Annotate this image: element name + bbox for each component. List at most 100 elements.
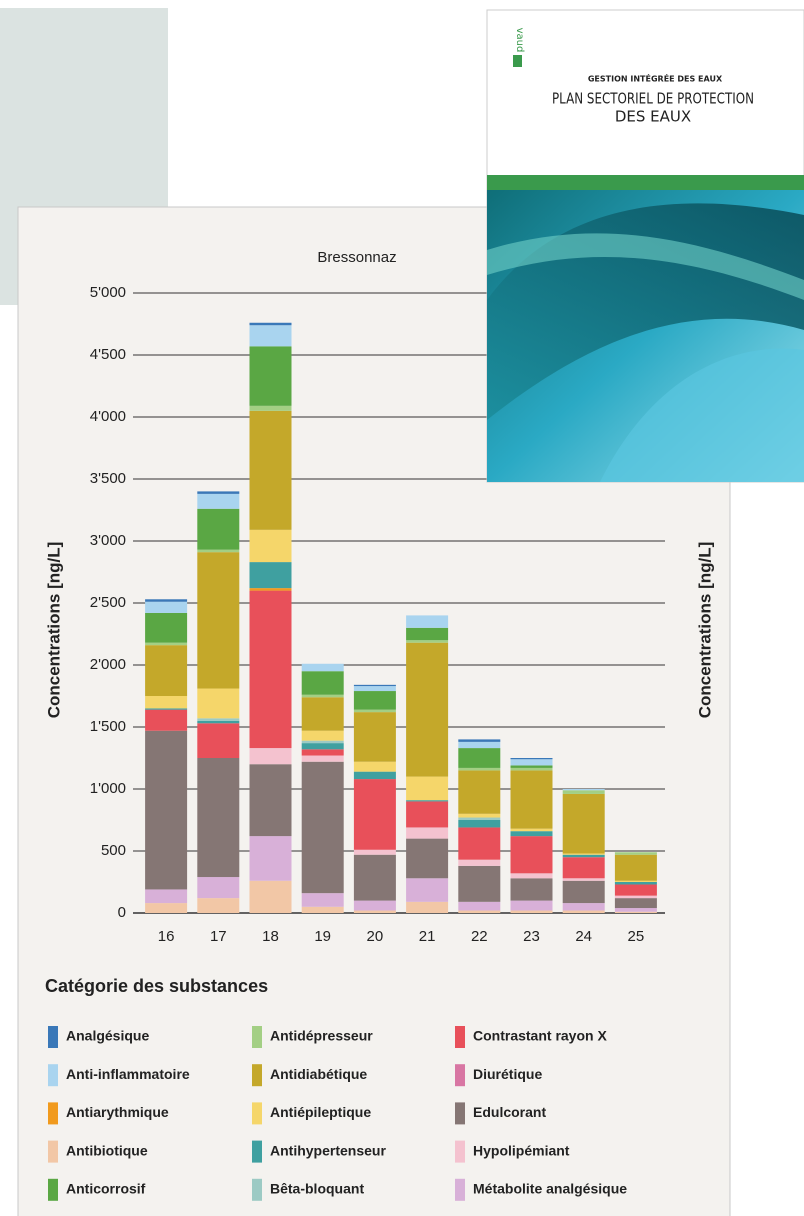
chart: Bressonnaz Concentrations [ng/L] Concent… <box>0 0 804 1216</box>
legend-label: Antibiotique <box>66 1142 148 1158</box>
bar-segment <box>302 741 344 743</box>
cover: vaud GESTION INTÉGRÉE DES EAUX PLAN SECT… <box>487 10 804 482</box>
bar-segment <box>302 749 344 755</box>
legend-label: Antidépresseur <box>270 1028 373 1044</box>
y-tick-label: 1'000 <box>90 780 126 797</box>
bar-segment <box>511 878 553 900</box>
legend-label: Antiépileptique <box>270 1104 371 1120</box>
bar-segment <box>354 762 396 772</box>
bar-segment <box>250 562 292 588</box>
bar-segment <box>458 860 500 866</box>
legend-label: Analgésique <box>66 1028 149 1044</box>
bar-segment <box>354 772 396 779</box>
bar-segment <box>145 889 187 903</box>
bar-segment <box>354 686 396 691</box>
x-tick-label: 25 <box>628 928 645 945</box>
legend-label: Antidiabétique <box>270 1066 367 1082</box>
y-tick-label: 3'000 <box>90 532 126 549</box>
bar-segment <box>511 829 553 831</box>
bar-segment <box>563 855 605 857</box>
bar-segment <box>145 731 187 890</box>
bar-segment <box>406 839 448 879</box>
y-tick-label: 3'500 <box>90 470 126 487</box>
bar-segment <box>458 902 500 911</box>
bar-segment <box>302 893 344 907</box>
bar-segment <box>615 898 657 908</box>
cover-band <box>487 175 804 190</box>
bar-segment <box>145 696 187 708</box>
bar-segment <box>511 770 553 828</box>
bar-segment <box>197 689 239 719</box>
bar-segment <box>511 758 553 759</box>
page: Bressonnaz Concentrations [ng/L] Concent… <box>0 0 804 1216</box>
bar-segment <box>145 710 187 731</box>
bar-segment <box>458 739 500 741</box>
bar-segment <box>563 903 605 910</box>
bar-segment <box>302 697 344 730</box>
bar-segment <box>197 491 239 493</box>
bar-segment <box>563 857 605 878</box>
bar-segment <box>354 691 396 710</box>
bar-segment <box>615 912 657 913</box>
legend-label: Anti-inflammatoire <box>66 1066 190 1082</box>
legend-label: Bêta-bloquant <box>270 1181 364 1197</box>
bar-segment <box>145 903 187 913</box>
bar-segment <box>406 777 448 801</box>
bar-segment <box>145 602 187 613</box>
bar-segment <box>511 873 553 878</box>
legend-swatch <box>455 1026 465 1048</box>
bar-segment <box>250 323 292 325</box>
legend-swatch <box>48 1141 58 1163</box>
bar-segment <box>511 911 553 913</box>
bar-segment <box>145 645 187 696</box>
legend-label: Diurétique <box>473 1066 542 1082</box>
bar-segment <box>354 901 396 911</box>
x-tick-label: 22 <box>471 928 488 945</box>
bar-segment <box>197 550 239 552</box>
bar-segment <box>302 762 344 893</box>
bar-segment <box>615 884 657 895</box>
legend-swatch <box>48 1102 58 1124</box>
cover-title: PLAN SECTORIEL DE PROTECTION <box>552 90 754 108</box>
bar-segment <box>197 898 239 913</box>
y-tick-label: 0 <box>118 904 126 921</box>
y-tick-label: 4'000 <box>90 408 126 425</box>
bar-segment <box>458 820 500 827</box>
bar-segment <box>511 759 553 765</box>
legend-swatch <box>48 1026 58 1048</box>
legend-swatch <box>252 1141 262 1163</box>
legend-title: Catégorie des substances <box>45 976 268 996</box>
y-axis-label: Concentrations [ng/L] <box>44 542 63 719</box>
bar-segment <box>563 794 605 854</box>
y-tick-label: 500 <box>101 842 126 859</box>
bar-segment <box>354 685 396 686</box>
legend-label: Antihypertenseur <box>270 1142 386 1158</box>
bar-segment <box>197 552 239 688</box>
bar-segment <box>511 768 553 770</box>
bar-segment <box>145 613 187 643</box>
bar-segment <box>145 599 187 601</box>
bar-segment <box>563 790 605 794</box>
bar-segment <box>458 768 500 770</box>
bar-segment <box>354 710 396 712</box>
cover-kicker: GESTION INTÉGRÉE DES EAUX <box>588 73 723 84</box>
x-tick-label: 21 <box>419 928 436 945</box>
legend-swatch <box>455 1179 465 1201</box>
bar-segment <box>302 695 344 697</box>
bar-segment <box>302 671 344 695</box>
bar-segment <box>511 836 553 873</box>
bar-segment <box>197 509 239 550</box>
bar-segment <box>406 615 448 627</box>
y-tick-label: 2'500 <box>90 594 126 611</box>
x-tick-label: 18 <box>262 928 279 945</box>
y-tick-label: 5'000 <box>90 284 126 301</box>
legend-swatch <box>252 1026 262 1048</box>
bar-segment <box>302 756 344 762</box>
bar-segment <box>615 882 657 884</box>
bar-segment <box>406 902 448 913</box>
legend-swatch <box>455 1064 465 1086</box>
bar-segment <box>615 896 657 898</box>
cover-logo: vaud <box>514 28 525 53</box>
bar-segment <box>563 911 605 913</box>
x-tick-label: 16 <box>158 928 175 945</box>
